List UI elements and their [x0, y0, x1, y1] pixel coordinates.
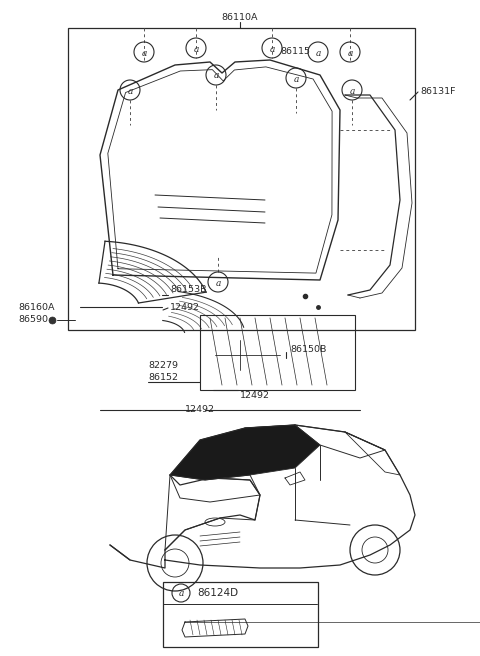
Text: a: a: [141, 49, 147, 58]
Text: a: a: [348, 49, 353, 58]
Text: 86160A: 86160A: [18, 302, 55, 312]
Text: 86150B: 86150B: [290, 346, 326, 354]
Text: 82279: 82279: [148, 361, 178, 369]
Text: a: a: [349, 87, 355, 96]
Text: a: a: [293, 75, 299, 83]
Text: a: a: [178, 590, 184, 598]
Text: 12492: 12492: [240, 390, 270, 400]
Text: 86153B: 86153B: [170, 285, 206, 295]
Bar: [163, 582, 318, 647]
Text: a: a: [127, 87, 132, 96]
Text: a: a: [213, 72, 219, 81]
Text: a: a: [193, 45, 199, 54]
Text: 86115: 86115: [280, 47, 310, 56]
Polygon shape: [170, 425, 320, 480]
Text: 86590: 86590: [18, 316, 48, 325]
Text: 86131F: 86131F: [420, 87, 456, 96]
Text: a: a: [269, 45, 275, 54]
Text: 86152: 86152: [148, 373, 178, 382]
Text: a: a: [315, 49, 321, 58]
Text: 12492: 12492: [185, 405, 215, 415]
Text: a: a: [216, 279, 221, 287]
Bar: [68, 28, 415, 330]
Bar: [200, 315, 355, 390]
Text: 86124D: 86124D: [197, 588, 238, 598]
Text: 86110A: 86110A: [222, 14, 258, 22]
Text: 12492: 12492: [170, 304, 200, 312]
